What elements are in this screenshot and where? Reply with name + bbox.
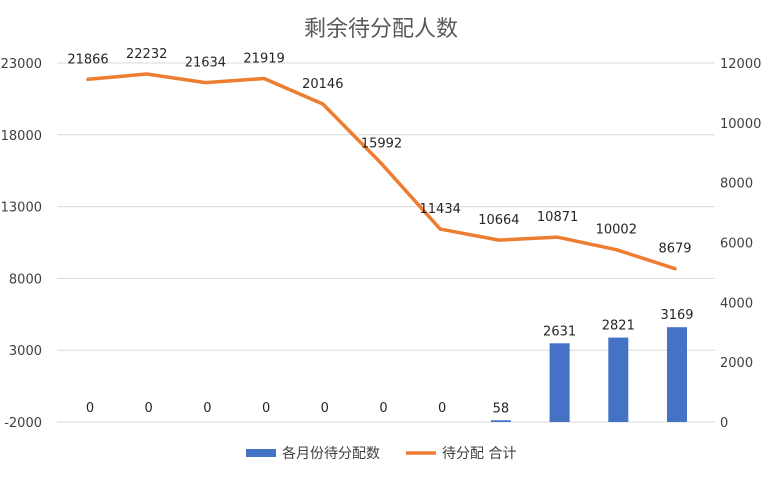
- left-tick-label: 13000: [1, 201, 42, 216]
- bar-series: [490, 327, 687, 422]
- line-data-label: 11434: [420, 202, 461, 217]
- right-tick-label: 8000: [720, 177, 753, 192]
- bar: [608, 337, 629, 422]
- right-axis-ticks: 12000 10000 8000 6000 4000 2000 0: [720, 57, 761, 431]
- bar-data-label: 2821: [602, 319, 635, 334]
- line-point: [556, 235, 560, 239]
- bar: [490, 420, 511, 422]
- right-tick-label: 12000: [720, 57, 761, 72]
- data-labels: 21866 22232 21634 21919 20146 15992 11434 10664…: [67, 47, 693, 416]
- legend-label-bar: 各月份待分配数: [282, 446, 380, 462]
- line-data-label: 21919: [243, 52, 284, 67]
- line-data-label: 10871: [537, 210, 578, 225]
- bar-data-label: 3169: [660, 308, 693, 323]
- line-data-label: 10002: [596, 223, 637, 238]
- line-point: [262, 77, 266, 81]
- line-point: [321, 102, 325, 106]
- line-point: [86, 77, 90, 81]
- legend-label-line: 待分配 合计: [442, 446, 516, 462]
- bar: [667, 327, 687, 422]
- right-tick-label: 6000: [720, 237, 753, 252]
- left-tick-label: 18000: [1, 129, 42, 144]
- line-data-label: 15992: [361, 137, 402, 152]
- bar-data-label: 0: [86, 401, 94, 416]
- left-tick-label: 23000: [1, 57, 42, 72]
- line-data-label: 8679: [658, 242, 691, 257]
- bar-data-label: 0: [321, 401, 329, 416]
- line-data-label: 21866: [67, 52, 108, 67]
- left-tick-label: -2000: [4, 416, 42, 431]
- line-point: [497, 238, 501, 242]
- line-data-label: 20146: [302, 77, 343, 92]
- line-point: [438, 227, 442, 231]
- line-data-label: 10664: [478, 213, 519, 228]
- line-point: [145, 72, 149, 76]
- line-point: [614, 248, 618, 252]
- right-tick-label: 2000: [720, 356, 753, 371]
- gridlines: [57, 62, 715, 423]
- series-line: [86, 72, 677, 271]
- left-axis-ticks: 23000 18000 13000 8000 3000 -2000: [1, 57, 42, 431]
- right-tick-label: 0: [720, 416, 728, 431]
- right-tick-label: 4000: [720, 296, 753, 311]
- bar: [549, 343, 570, 422]
- bar-data-label: 0: [145, 401, 153, 416]
- legend: 各月份待分配数 待分配 合计: [246, 446, 516, 462]
- line-data-label: 21634: [185, 56, 226, 71]
- line-point: [380, 162, 383, 166]
- bar-data-label: 0: [262, 401, 270, 416]
- line-point: [203, 81, 207, 85]
- left-tick-label: 3000: [9, 344, 42, 359]
- chart-title: 剩余待分配人数: [304, 17, 458, 42]
- bar-data-label: 2631: [543, 324, 576, 339]
- bar-data-label: 0: [438, 401, 446, 416]
- right-tick-label: 10000: [720, 117, 761, 132]
- bar-data-label: 58: [493, 401, 510, 416]
- line-data-label: 22232: [126, 47, 167, 62]
- left-tick-label: 8000: [9, 272, 42, 287]
- bar-data-label: 0: [379, 401, 387, 416]
- bar-data-label: 0: [203, 401, 211, 416]
- legend-swatch-bar: [246, 449, 276, 457]
- line-series: [86, 72, 677, 271]
- line-point: [673, 267, 677, 271]
